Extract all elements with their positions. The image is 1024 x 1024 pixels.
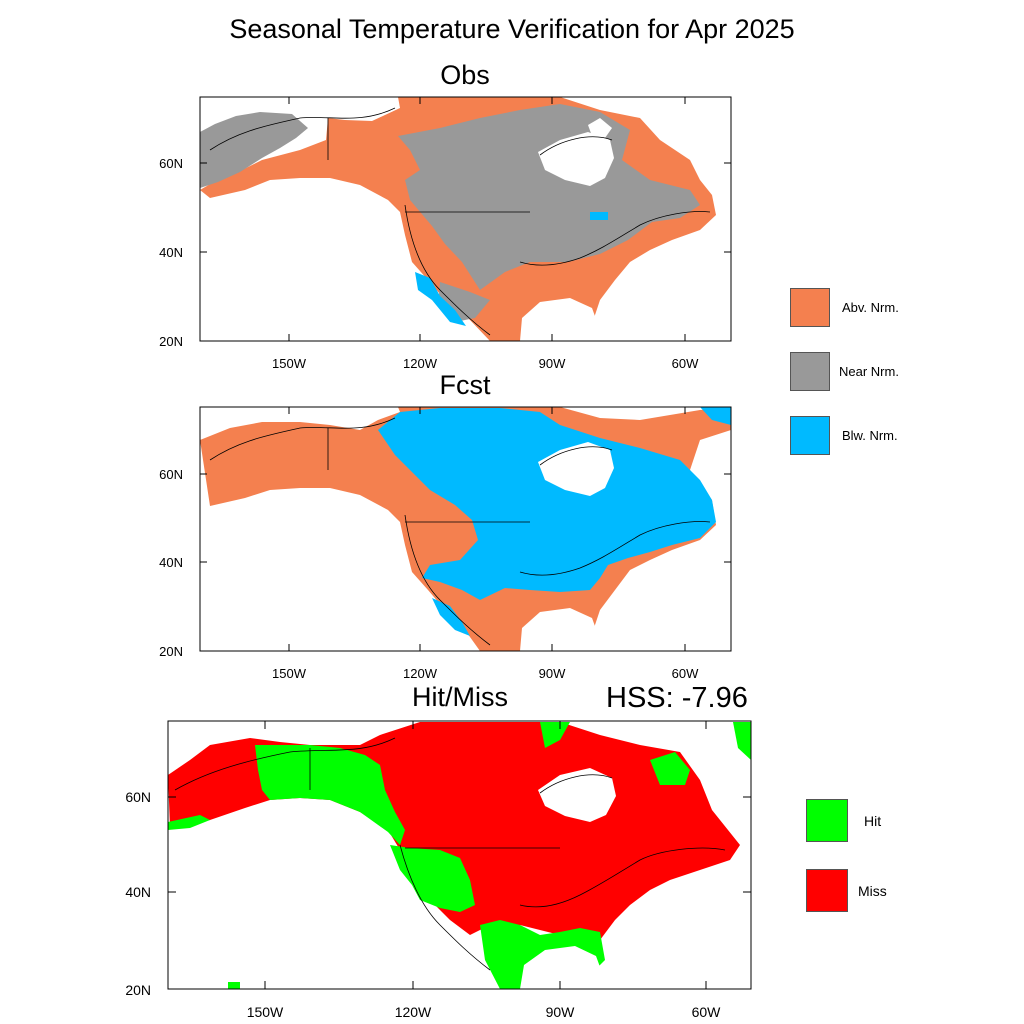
hit-region-alaska bbox=[255, 745, 405, 845]
fcst-panel-title: Fcst bbox=[439, 370, 491, 400]
hitmiss-map bbox=[168, 722, 751, 989]
legend-label-hit: Hit bbox=[864, 813, 882, 829]
fcst-lon-label-90w: 90W bbox=[539, 666, 566, 681]
hitmiss-frame bbox=[167, 720, 752, 990]
hm-lat-label-20n: 20N bbox=[125, 982, 151, 998]
legend-swatch-hit bbox=[806, 799, 848, 842]
fcst-lon-label-150w: 150W bbox=[272, 666, 307, 681]
obs-below-normal-baja bbox=[415, 272, 466, 326]
fcst-lat-label-60n: 60N bbox=[159, 467, 183, 482]
obs-near-normal-canada bbox=[398, 104, 700, 290]
hss-score: HSS: -7.96 bbox=[606, 682, 748, 714]
hit-region-northeast bbox=[650, 752, 690, 785]
legend-label-below-normal: Blw. Nrm. bbox=[842, 428, 898, 443]
fcst-frame bbox=[199, 406, 732, 652]
obs-lon-label-90w: 90W bbox=[539, 356, 566, 371]
hm-lon-label-90w: 90W bbox=[546, 1004, 576, 1020]
legend-label-miss: Miss bbox=[858, 883, 887, 899]
hm-lon-label-150w: 150W bbox=[247, 1004, 284, 1020]
obs-lat-label-40n: 40N bbox=[159, 245, 183, 260]
obs-lat-label-20n: 20N bbox=[159, 334, 183, 349]
fcst-lat-label-20n: 20N bbox=[159, 644, 183, 659]
fcst-lon-label-120w: 120W bbox=[403, 666, 438, 681]
hitmiss-panel-title: Hit/Miss bbox=[412, 682, 508, 712]
obs-below-normal-quebec bbox=[590, 212, 608, 220]
fcst-below-normal-baja bbox=[432, 598, 470, 636]
fcst-lat-label-40n: 40N bbox=[159, 555, 183, 570]
legend-swatch-near-normal bbox=[790, 352, 830, 391]
obs-gulf-of-mexico bbox=[520, 298, 610, 341]
obs-lat-label-60n: 60N bbox=[159, 156, 183, 171]
fcst-gulf-of-mexico bbox=[520, 608, 610, 651]
fcst-below-normal-canada bbox=[378, 408, 716, 600]
legend-label-near-normal: Near Nrm. bbox=[839, 364, 899, 379]
legend-swatch-below-normal bbox=[790, 416, 830, 455]
hit-region-hawaii bbox=[228, 982, 240, 989]
figure-title: Seasonal Temperature Verification for Ap… bbox=[229, 14, 795, 44]
obs-hudson-bay bbox=[538, 132, 614, 186]
obs-lon-label-120w: 120W bbox=[403, 356, 438, 371]
obs-near-normal-alaska bbox=[200, 112, 308, 188]
hitmiss-gulf-of-mexico bbox=[520, 946, 612, 989]
hm-lon-label-60w: 60W bbox=[692, 1004, 722, 1020]
hm-lon-label-120w: 120W bbox=[395, 1004, 432, 1020]
obs-map bbox=[200, 97, 731, 341]
fcst-hudson-bay bbox=[538, 442, 614, 496]
legend-swatch-above-normal bbox=[790, 288, 830, 327]
obs-lon-label-60w: 60W bbox=[672, 356, 699, 371]
obs-lon-label-150w: 150W bbox=[272, 356, 307, 371]
hm-lat-label-60n: 60N bbox=[125, 789, 151, 805]
legend-label-above-normal: Abv. Nrm. bbox=[842, 300, 899, 315]
hit-region-coast bbox=[168, 815, 210, 830]
fcst-lon-label-60w: 60W bbox=[672, 666, 699, 681]
obs-panel-title: Obs bbox=[440, 60, 490, 90]
legend-swatch-miss bbox=[806, 869, 848, 912]
fcst-map bbox=[200, 407, 731, 651]
axis-ticks bbox=[168, 97, 751, 989]
hit-region-west-us bbox=[390, 845, 475, 912]
hm-lat-label-40n: 40N bbox=[125, 884, 151, 900]
hitmiss-hudson-bay bbox=[538, 768, 616, 822]
obs-frame bbox=[199, 96, 732, 342]
